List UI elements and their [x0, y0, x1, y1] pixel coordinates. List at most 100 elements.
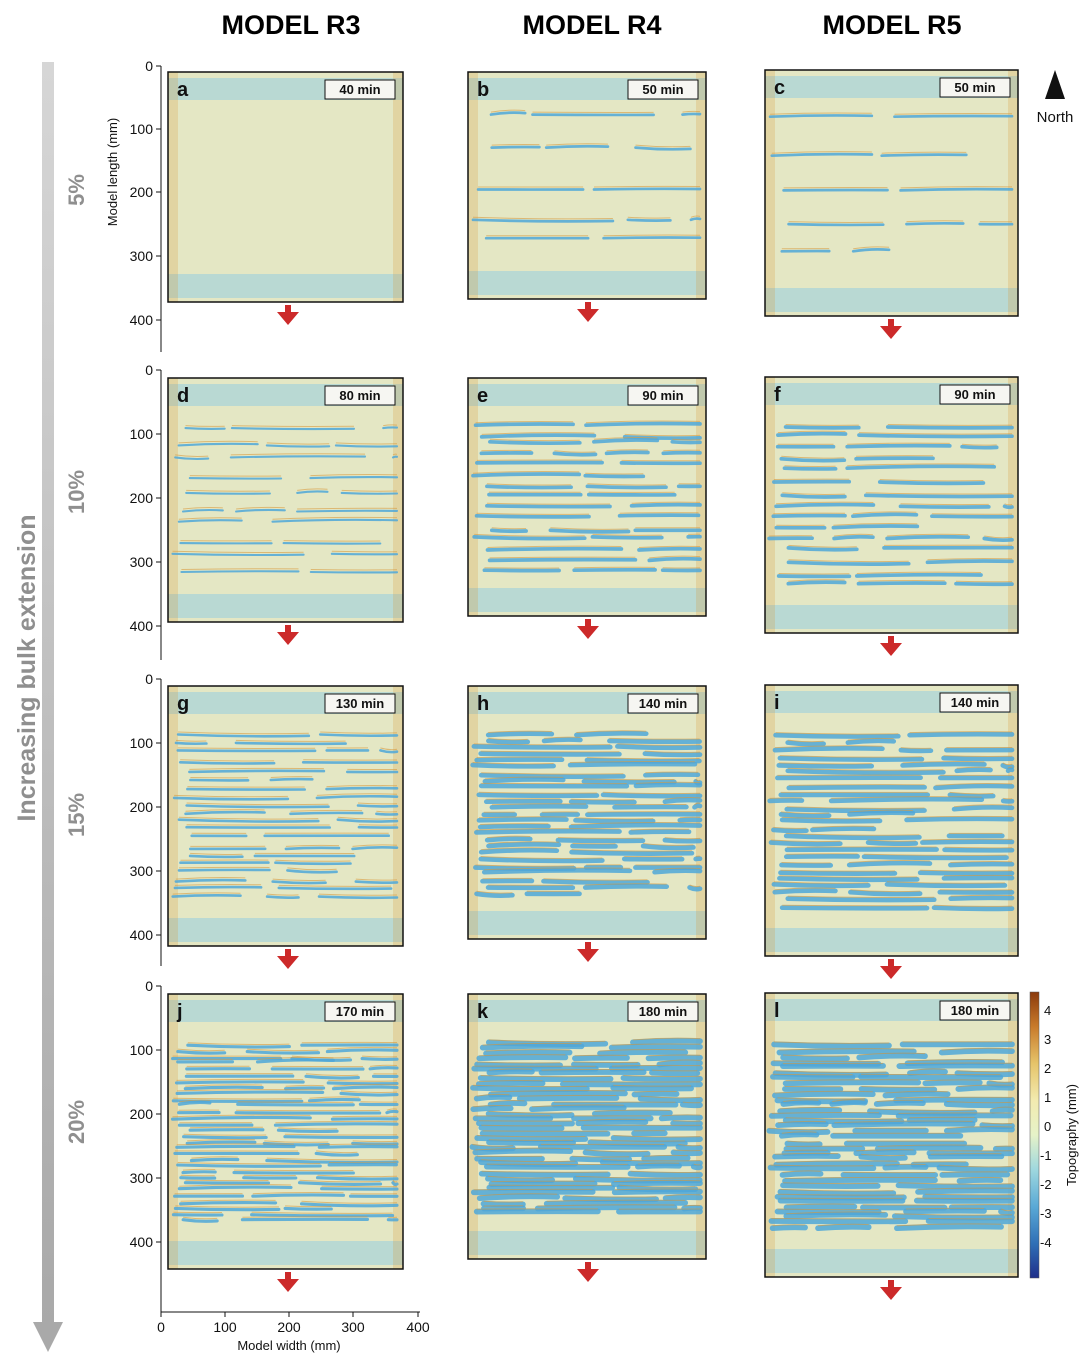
fault-scarp: [894, 113, 1013, 115]
fault-trace: [882, 1090, 951, 1099]
pull-arrow-icon: [277, 625, 299, 645]
time-label: 170 min: [336, 1004, 384, 1019]
panel-border: [467, 71, 707, 300]
fault-trace: [652, 868, 703, 875]
fault-scarp: [472, 470, 580, 474]
fault-scarp: [817, 1223, 869, 1227]
fault-scarp: [613, 1135, 701, 1138]
fault-trace: [854, 572, 983, 578]
fault-trace: [188, 477, 283, 480]
fault-trace: [486, 738, 531, 745]
fault-trace: [692, 803, 703, 810]
fault-trace: [661, 450, 702, 456]
fault-trace: [304, 1074, 360, 1080]
fault-trace: [470, 762, 556, 769]
fault-scarp: [663, 449, 701, 452]
boundary-band: [765, 928, 1018, 952]
edge-tint: [468, 72, 478, 299]
row-extension-10: 10%: [64, 470, 89, 514]
fault-scarp: [619, 1184, 696, 1188]
fault-scarp: [491, 1180, 595, 1183]
fault-trace: [631, 1090, 680, 1098]
fault-scarp: [175, 739, 207, 742]
colorbar-tick-label: 3: [1044, 1032, 1051, 1047]
fault-scarp: [283, 540, 381, 542]
fault-scarp: [578, 1118, 646, 1122]
panel-letter: l: [774, 1000, 780, 1022]
fault-scarp: [906, 220, 964, 223]
fault-scarp: [297, 488, 328, 491]
x-tick-label: 200: [277, 1319, 301, 1335]
fault-scarp: [783, 1099, 819, 1102]
fault-scarp: [624, 433, 701, 437]
fault-scarp: [992, 1106, 1013, 1110]
fault-trace: [772, 1090, 876, 1099]
fault-trace: [851, 248, 891, 253]
fault-scarp: [885, 1090, 948, 1094]
fault-scarp: [177, 747, 316, 749]
fault-scarp: [783, 1054, 848, 1057]
fault-trace: [486, 841, 562, 849]
fault-trace: [854, 456, 935, 461]
y-tick-label: 300: [130, 248, 154, 264]
fault-scarp: [664, 837, 701, 840]
time-box: [627, 693, 699, 714]
fault-trace: [679, 1101, 703, 1109]
fault-scarp: [190, 1126, 263, 1129]
fault-scarp: [572, 1155, 630, 1158]
fault-trace: [948, 861, 1015, 868]
fault-scarp: [780, 869, 895, 872]
fault-trace: [548, 528, 631, 534]
fault-trace: [336, 818, 399, 823]
fault-trace: [865, 840, 919, 847]
fault-trace: [785, 896, 937, 903]
panel-letter: j: [176, 1001, 183, 1023]
fault-scarp: [482, 1042, 582, 1046]
fault-trace: [857, 433, 1014, 439]
fault-scarp: [316, 793, 398, 796]
fault-scarp: [772, 1224, 806, 1227]
fault-trace: [641, 1155, 691, 1162]
pull-arrow-icon: [577, 942, 599, 962]
edge-tint: [468, 994, 478, 1259]
fault-scarp: [175, 454, 209, 457]
time-label: 140 min: [639, 696, 687, 711]
fault-scarp: [328, 1079, 398, 1082]
fault-trace: [325, 1048, 399, 1054]
boundary-band: [765, 288, 1018, 312]
fault-scarp: [172, 1114, 311, 1118]
panel-border: [764, 992, 1019, 1278]
fault-trace: [776, 1048, 917, 1056]
fault-trace: [582, 1149, 651, 1158]
y-tick-label: 200: [130, 490, 154, 506]
fault-scarp: [290, 809, 363, 812]
fault-trace: [689, 217, 702, 222]
fault-trace: [171, 894, 242, 898]
fault-scarp: [316, 1150, 358, 1154]
boundary-band: [168, 918, 403, 942]
fault-scarp: [630, 828, 690, 831]
panel-border: [467, 377, 707, 617]
fault-scarp: [272, 878, 326, 882]
pull-arrow-icon: [277, 305, 299, 325]
fault-trace: [608, 1043, 703, 1051]
fault-trace: [474, 1135, 589, 1143]
fault-trace: [172, 796, 290, 801]
fault-scarp: [861, 1153, 905, 1157]
fault-trace: [585, 484, 668, 490]
panel-border: [764, 684, 1019, 957]
fault-scarp: [172, 550, 304, 553]
y-tick-label: 300: [130, 863, 154, 879]
y-axis-label: Model length (mm): [105, 118, 120, 226]
row-extension-5: 5%: [64, 174, 89, 206]
fault-scarp: [849, 860, 930, 863]
fault-trace: [898, 504, 991, 509]
fault-scarp: [571, 822, 701, 825]
fault-trace: [637, 546, 702, 552]
fault-trace: [271, 880, 327, 885]
fault-scarp: [773, 1060, 879, 1062]
fault-trace: [635, 1162, 682, 1170]
fault-scarp: [780, 1106, 840, 1110]
panel-l: l 180 min: [764, 992, 1019, 1278]
fault-scarp: [909, 1116, 975, 1119]
